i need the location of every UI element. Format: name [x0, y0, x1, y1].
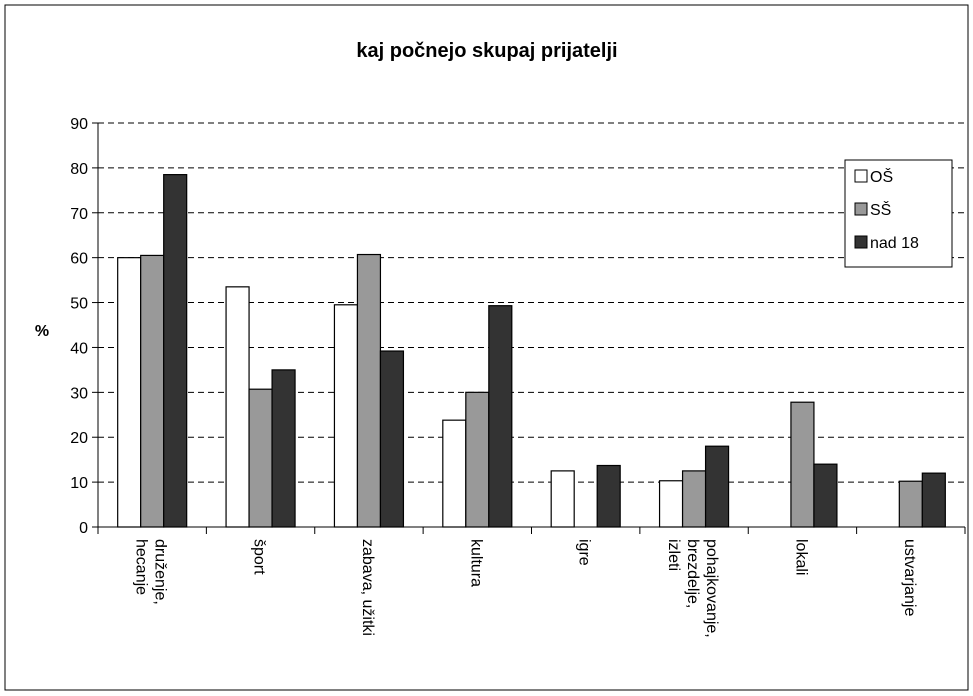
y-tick-label: 60	[70, 251, 88, 268]
x-tick-label: kultura	[467, 539, 484, 587]
bar	[465, 391, 490, 528]
bar	[921, 472, 946, 528]
y-axis-label: %	[35, 323, 49, 340]
bar	[488, 305, 513, 528]
bar	[225, 286, 250, 528]
y-tick-label: 50	[70, 296, 88, 313]
bar	[140, 254, 165, 528]
y-tick-label: 70	[70, 206, 88, 223]
x-tick-label: zabava, užitki	[359, 539, 376, 636]
x-tick-label: druženje,hecanje	[133, 539, 169, 605]
bar	[356, 253, 382, 528]
bar	[271, 369, 296, 528]
bar	[596, 464, 621, 528]
x-tick-label: šport	[251, 539, 268, 575]
bar	[704, 445, 730, 528]
y-tick-label: 30	[70, 385, 88, 402]
legend-label: OŠ	[870, 167, 893, 186]
bar	[163, 174, 188, 528]
y-tick-label: 10	[70, 475, 88, 492]
legend-label: nad 18	[870, 235, 919, 252]
legend-swatch	[854, 235, 868, 249]
legend-swatch	[854, 202, 868, 216]
y-tick-label: 20	[70, 430, 88, 447]
bar	[550, 470, 575, 528]
bar	[333, 304, 359, 528]
x-tick-label: igre	[576, 539, 593, 566]
legend-label: SŠ	[870, 200, 891, 219]
bar	[813, 463, 838, 528]
bar	[658, 480, 684, 528]
y-tick-label: 40	[70, 340, 88, 357]
y-tick-label: 90	[70, 116, 88, 133]
bar	[442, 419, 467, 528]
chart-title: kaj počnejo skupaj prijatelji	[356, 40, 617, 62]
bar	[379, 350, 405, 528]
x-tick-label: ustvarjanje	[901, 539, 918, 616]
legend-swatch	[854, 169, 868, 183]
y-tick-label: 0	[79, 520, 88, 537]
bar	[898, 480, 923, 528]
x-tick-label: pohajkovanje,brezdelje,izleti	[665, 539, 720, 638]
bar	[117, 257, 142, 528]
x-tick-label: lokali	[792, 539, 809, 575]
bar	[681, 470, 707, 528]
y-tick-label: 80	[70, 161, 88, 178]
bar	[248, 388, 273, 528]
bar	[790, 401, 815, 528]
